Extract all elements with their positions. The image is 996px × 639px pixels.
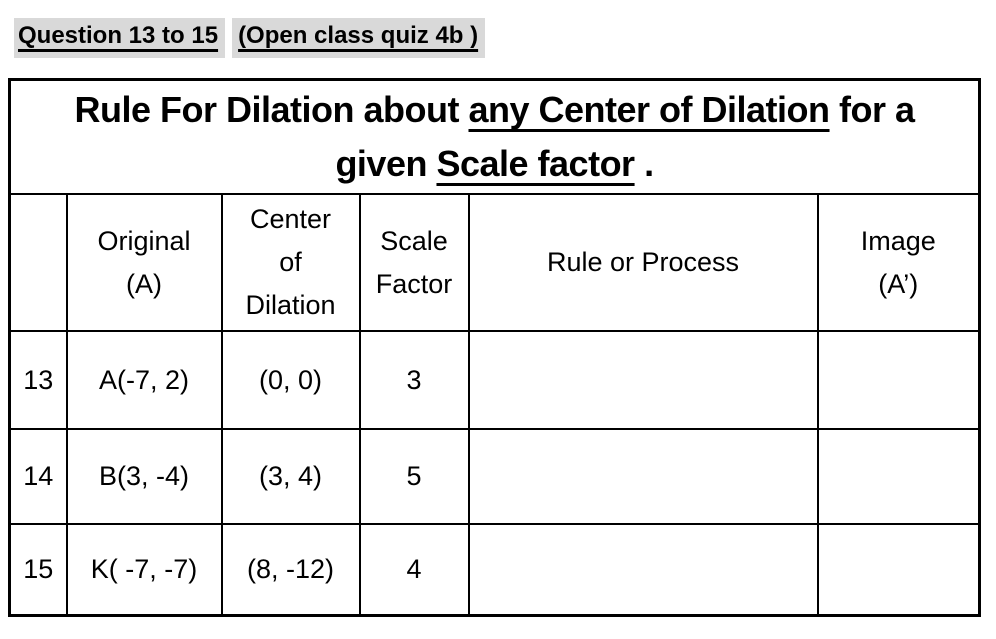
rule-or-process-answer-cell: [467, 523, 819, 617]
col-header-row-number: [8, 193, 68, 332]
table-title-row: Rule For Dilation about any Center of Di…: [8, 78, 981, 195]
rule-or-process-answer-cell: [467, 330, 819, 430]
table-title-line-2: given Scale factor .: [11, 137, 978, 191]
question-range-label: Question 13 to 15: [14, 18, 226, 58]
title-underlined-text: Scale factor: [436, 143, 635, 184]
center-of-dilation-cell: (0, 0): [220, 330, 361, 430]
image-point-answer-cell: [816, 330, 981, 430]
col-header-original: Original (A): [65, 193, 223, 332]
original-point-cell: B(3, -4): [65, 428, 223, 525]
title-text: .: [634, 143, 654, 184]
col-header-rule-or-process: Rule or Process: [467, 193, 819, 332]
col-header-scale-factor: Scale Factor: [358, 193, 470, 332]
rule-or-process-answer-cell: [467, 428, 819, 525]
center-of-dilation-cell: (3, 4): [220, 428, 361, 525]
row-number-cell: 14: [8, 428, 68, 525]
dilation-rule-table: Rule For Dilation about any Center of Di…: [8, 78, 982, 617]
original-point-cell: A(-7, 2): [65, 330, 223, 430]
table-title: Rule For Dilation about any Center of Di…: [8, 78, 981, 195]
table-row: 13 A(-7, 2) (0, 0) 3: [8, 330, 981, 430]
image-point-answer-cell: [816, 523, 981, 617]
table-row: 15 K( -7, -7) (8, -12) 4: [8, 523, 981, 617]
title-text: Rule For Dilation about: [74, 89, 469, 130]
table-title-line-1: Rule For Dilation about any Center of Di…: [11, 83, 978, 137]
question-header: Question 13 to 15 (Open class quiz 4b ): [14, 18, 486, 58]
col-header-center-of-dilation: Center of Dilation: [220, 193, 361, 332]
row-number-cell: 15: [8, 523, 68, 617]
title-text: for a: [829, 89, 915, 130]
table-header-row: Original (A) Center of Dilation Scale Fa…: [8, 193, 981, 332]
title-text: given: [335, 143, 437, 184]
scale-factor-cell: 5: [358, 428, 470, 525]
row-number-cell: 13: [8, 330, 68, 430]
quiz-name-label: (Open class quiz 4b ): [232, 18, 486, 58]
col-header-image: Image (A’): [816, 193, 981, 332]
center-of-dilation-cell: (8, -12): [220, 523, 361, 617]
original-point-cell: K( -7, -7): [65, 523, 223, 617]
scale-factor-cell: 4: [358, 523, 470, 617]
table-row: 14 B(3, -4) (3, 4) 5: [8, 428, 981, 525]
image-point-answer-cell: [816, 428, 981, 525]
title-underlined-text: any Center of Dilation: [468, 89, 830, 130]
scale-factor-cell: 3: [358, 330, 470, 430]
